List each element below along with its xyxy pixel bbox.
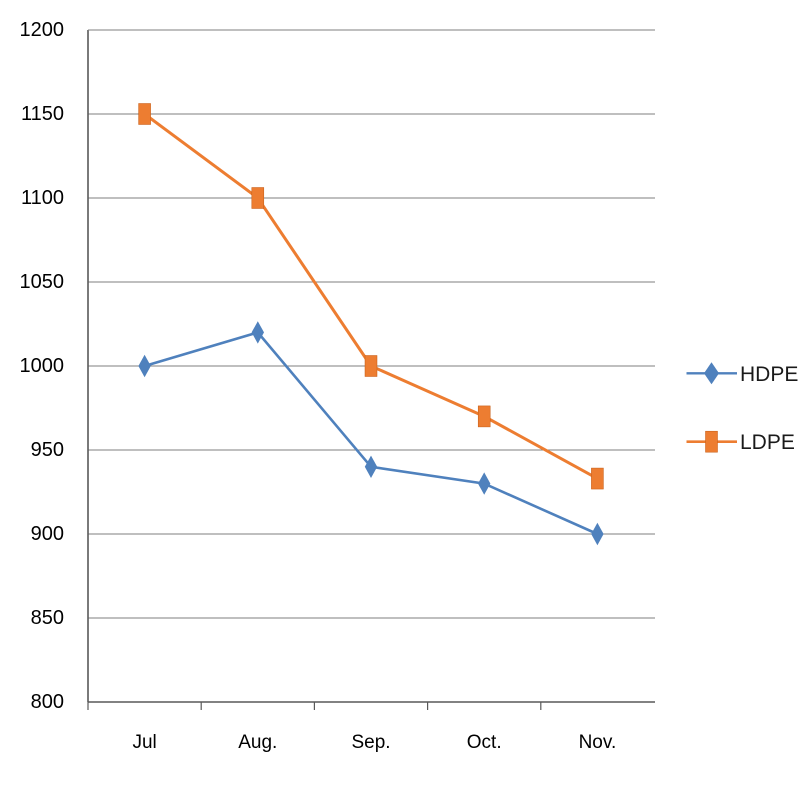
svg-text:HDPE: HDPE	[740, 363, 798, 386]
svg-text:800: 800	[31, 691, 64, 713]
svg-text:Sep.: Sep.	[351, 732, 390, 753]
svg-text:1100: 1100	[21, 187, 64, 209]
svg-text:1200: 1200	[20, 19, 65, 41]
svg-text:1150: 1150	[21, 103, 64, 125]
svg-text:Jul: Jul	[132, 732, 156, 753]
svg-text:Nov.: Nov.	[579, 732, 617, 753]
svg-text:950: 950	[31, 439, 64, 461]
svg-text:850: 850	[31, 607, 64, 629]
svg-text:1050: 1050	[20, 271, 65, 293]
svg-text:LDPE: LDPE	[740, 431, 795, 454]
svg-text:Oct.: Oct.	[467, 732, 502, 753]
svg-text:900: 900	[31, 523, 64, 545]
svg-text:1000: 1000	[20, 355, 65, 377]
svg-text:Aug.: Aug.	[238, 732, 277, 753]
